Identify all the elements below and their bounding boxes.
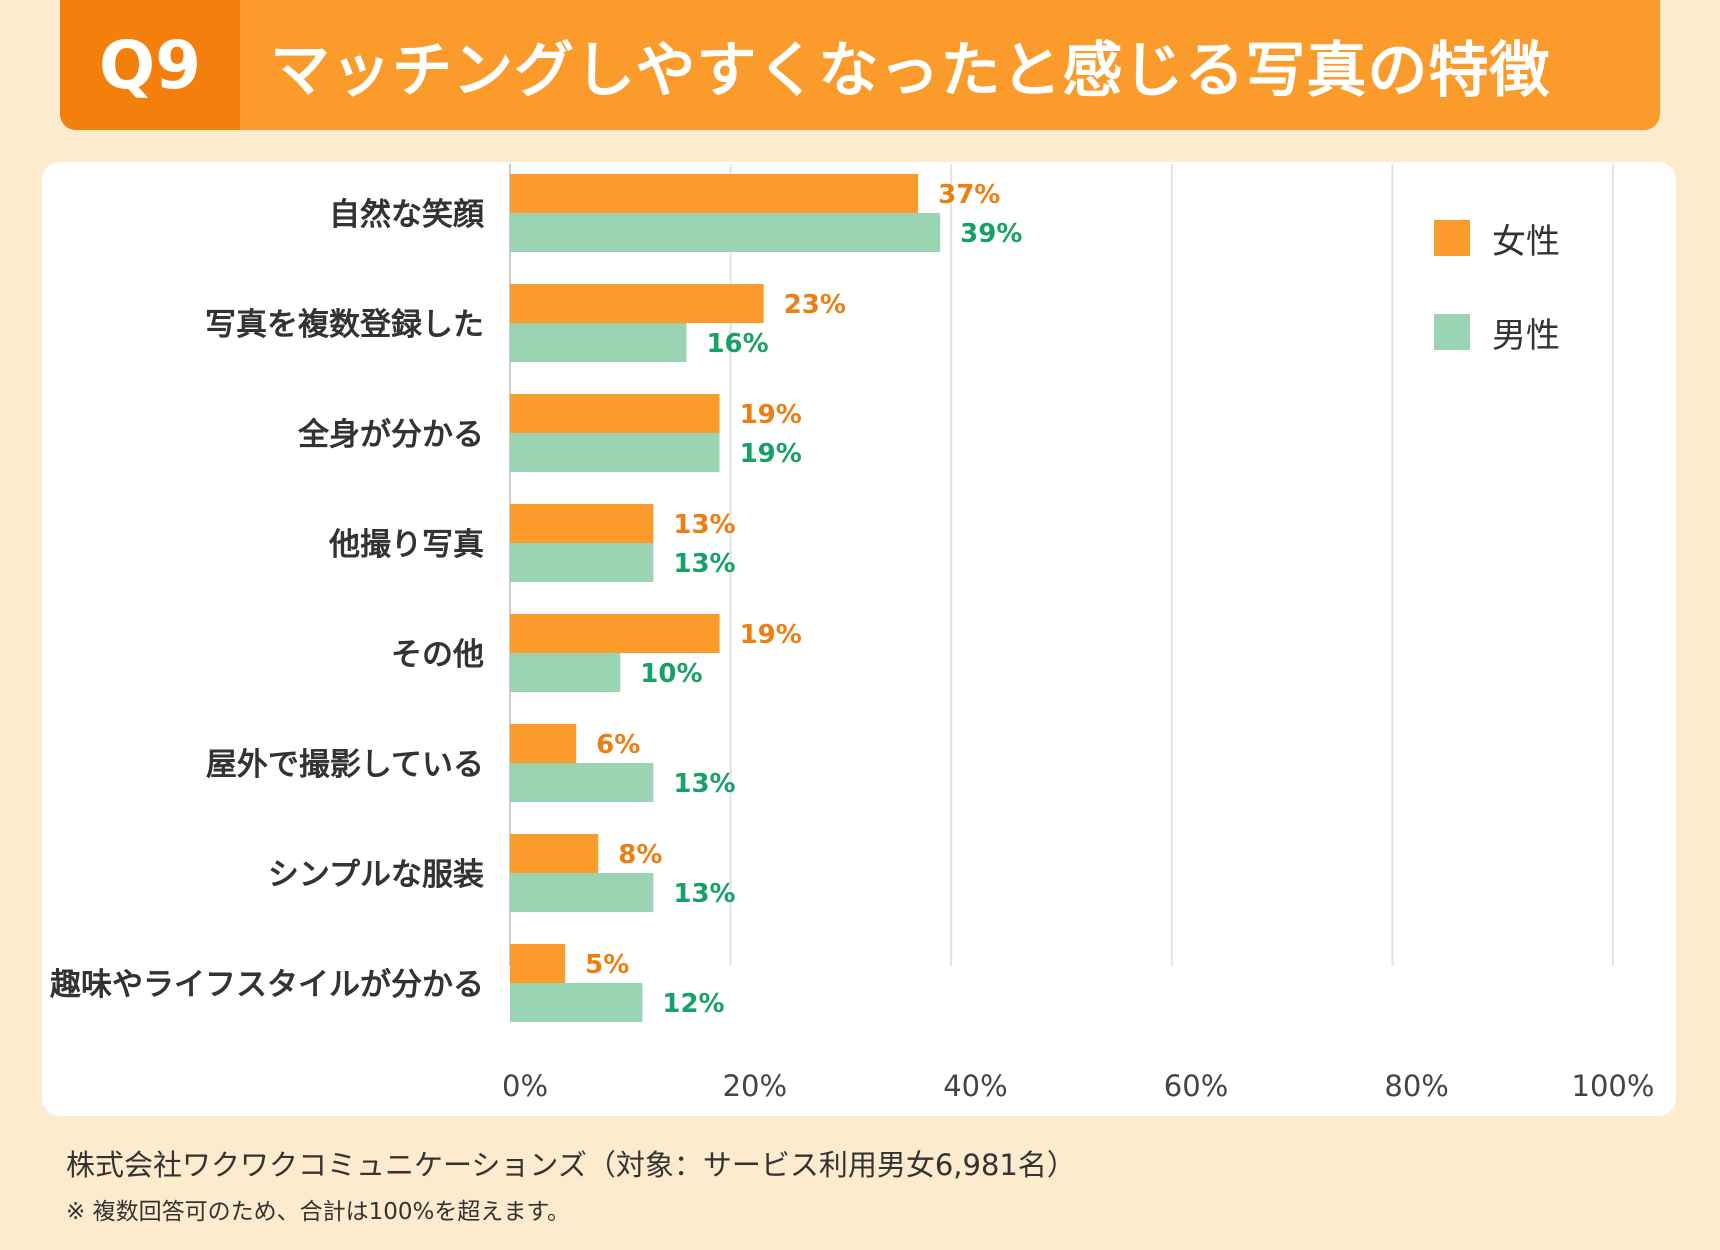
data-label-female: 37% <box>938 180 1000 210</box>
data-label-female: 19% <box>740 620 802 650</box>
category-label: 屋外で撮影している <box>206 747 484 783</box>
bar-female <box>510 174 919 213</box>
bar-male <box>510 433 720 472</box>
title-banner: Q9 マッチングしやすくなったと感じる写真の特徴 <box>60 0 1660 130</box>
legend-swatch-male <box>1434 314 1470 350</box>
data-label-male: 13% <box>673 769 735 799</box>
bar-female <box>510 614 720 653</box>
bar-chart: 0% 20% 40% 60% 80% 100% 自然な笑顔 37% 39% 写真を複数登録した 23… <box>50 164 1655 1103</box>
category-label: 写真を複数登録した <box>205 307 484 343</box>
bar-male <box>510 323 687 362</box>
legend-swatch-female <box>1434 220 1470 256</box>
bar-male <box>510 653 621 692</box>
data-label-male: 12% <box>662 989 724 1019</box>
legend-item-female: 女性 <box>1434 218 1560 262</box>
data-label-male: 16% <box>706 329 768 359</box>
legend-item-male: 男性 <box>1434 312 1560 356</box>
category-label: 全身が分かる <box>297 417 484 453</box>
x-tick-label: 20% <box>723 1069 787 1103</box>
legend-label-female: 女性 <box>1492 221 1560 262</box>
data-label-male: 10% <box>640 659 702 689</box>
category-label: 趣味やライフスタイルが分かる <box>50 967 484 1003</box>
bar-male <box>510 873 654 912</box>
category-label: 自然な笑顔 <box>329 197 485 233</box>
data-label-male: 39% <box>960 219 1022 249</box>
bar-female <box>510 944 566 983</box>
footnote: ※ 複数回答可のため、合計は100%を超えます。 <box>66 1199 571 1225</box>
category-label: シンプルな服装 <box>268 857 484 893</box>
category-label: その他 <box>391 637 484 673</box>
source-text: 株式会社ワクワクコミュニケーションズ（対象：サービス利用男女6,981名） <box>66 1148 1076 1182</box>
x-tick-label: 40% <box>943 1069 1007 1103</box>
bar-male <box>510 213 941 252</box>
x-tick-label: 80% <box>1384 1069 1448 1103</box>
bar-female <box>510 284 764 323</box>
bar-male <box>510 543 654 582</box>
legend-label-male: 男性 <box>1492 315 1560 356</box>
data-label-male: 13% <box>673 549 735 579</box>
data-label-female: 6% <box>596 730 640 760</box>
data-label-female: 5% <box>585 950 629 980</box>
chart-title: マッチングしやすくなったと感じる写真の特徴 <box>270 35 1551 106</box>
x-tick-label: 60% <box>1164 1069 1228 1103</box>
question-badge: Q9 <box>60 0 240 130</box>
data-label-female: 13% <box>673 510 735 540</box>
data-label-male: 13% <box>673 879 735 909</box>
bar-female <box>510 834 599 873</box>
legend: 女性 男性 <box>1434 218 1560 406</box>
bar-female <box>510 724 577 763</box>
bar-female <box>510 504 654 543</box>
chart-card: 0% 20% 40% 60% 80% 100% 自然な笑顔 37% 39% 写真を複数登録した 23… <box>42 162 1676 1116</box>
data-label-male: 19% <box>740 439 802 469</box>
bar-male <box>510 983 643 1022</box>
bar-male <box>510 763 654 802</box>
data-label-female: 23% <box>784 290 846 320</box>
data-label-female: 19% <box>740 400 802 430</box>
x-tick-label: 100% <box>1572 1069 1655 1103</box>
category-label: 他撮り写真 <box>328 527 484 563</box>
data-label-female: 8% <box>618 840 662 870</box>
x-tick-label: 0% <box>502 1069 548 1103</box>
bar-female <box>510 394 720 433</box>
